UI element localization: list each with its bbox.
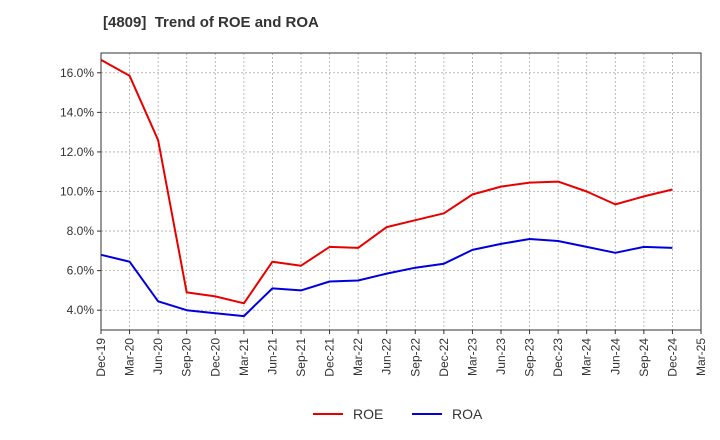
y-tick-label: 10.0% [60,185,94,199]
x-tick-label: Dec-23 [551,338,565,377]
legend: ROE ROA [313,406,483,422]
x-tick-label: Jun-20 [151,338,165,375]
x-tick-label: Jun-23 [494,338,508,375]
y-tick-label: 6.0% [67,264,95,278]
roa-series-line [100,238,673,318]
x-tick-label: Mar-25 [694,338,708,376]
x-tick-label: Mar-21 [237,338,251,376]
x-tick-label: Sep-20 [180,338,194,377]
y-tick-label: 4.0% [67,303,95,317]
y-tick-label: 8.0% [67,224,95,238]
x-tick-label: Sep-22 [408,338,422,377]
x-tick-label: Dec-19 [94,338,108,377]
y-tick-label: 14.0% [60,105,94,119]
y-tick-label: 12.0% [60,145,94,159]
x-tick-label: Mar-22 [351,338,365,376]
x-tick-label: Jun-21 [265,338,279,375]
x-tick-label: Dec-22 [437,338,451,377]
x-tick-label: Mar-23 [465,338,479,376]
x-tick-label: Jun-22 [380,338,394,375]
x-tick-label: Dec-20 [208,338,222,377]
x-tick-label: Mar-24 [580,338,594,376]
x-axis-tick-labels: Dec-19 Mar-20 Jun-20 Sep-20 Dec-20 Mar-21 Jun-… [94,330,708,377]
x-tick-label: Mar-20 [123,338,137,376]
x-tick-label: Sep-24 [637,338,651,377]
y-axis-tick-labels: 4.0% 6.0% 8.0% 10.0% 12.0% 14.0% 16.0% [60,66,101,317]
roe-series-line [100,59,673,305]
series-lines [100,59,673,318]
chart-title: [4809] Trend of ROE and ROA [103,14,319,31]
x-tick-label: Dec-24 [665,338,679,377]
x-tick-label: Dec-21 [323,338,337,377]
y-tick-label: 16.0% [60,66,94,80]
x-tick-label: Jun-24 [608,338,622,375]
x-tick-label: Sep-21 [294,338,308,377]
grid-lines [101,53,701,330]
x-tick-label: Sep-23 [523,338,537,377]
roa-legend-label: ROA [452,406,483,422]
roe-legend-label: ROE [353,406,383,422]
